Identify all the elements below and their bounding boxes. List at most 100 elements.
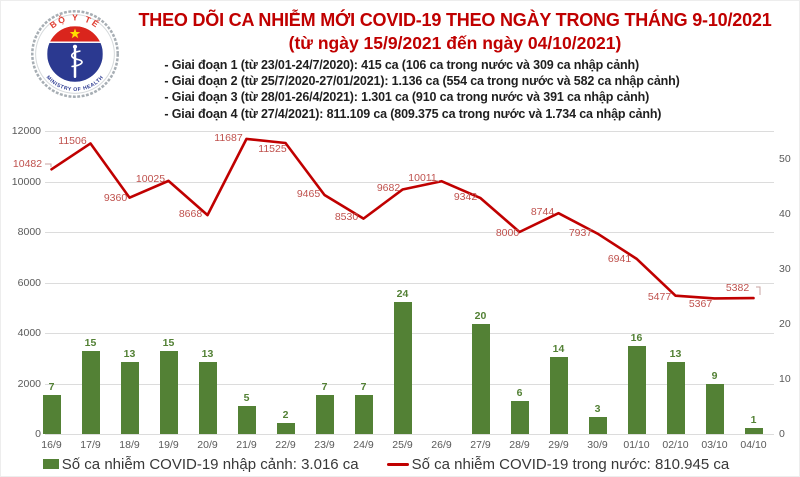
- bar: [42, 395, 61, 434]
- label-leader-line: [429, 179, 440, 182]
- y-axis-left-tick-label: 4000: [17, 327, 41, 339]
- y-axis-left-tick-label: 0: [35, 428, 41, 440]
- x-axis-tick-label: 01/10: [623, 439, 650, 451]
- line-point-label: 8744: [530, 206, 555, 219]
- ministry-of-health-logo: BỘ Y TẾ MINISTRY OF HEALTH: [31, 10, 119, 98]
- label-leader-line: [45, 163, 52, 167]
- bar-value-label: 13: [669, 348, 682, 361]
- bar-value-label: 16: [630, 331, 643, 344]
- line-path: [50, 137, 755, 300]
- bar-value-label: 2: [282, 408, 289, 421]
- grid-line: [45, 232, 774, 233]
- bar-value-label: 5: [243, 392, 250, 405]
- line-point-label: 10025: [135, 172, 166, 185]
- page-title: THEO DÕI CA NHIỄM MỚI COVID-19 THEO NGÀY…: [138, 10, 772, 30]
- line-point-label: 6941: [607, 252, 632, 265]
- bar-value-label: 15: [162, 337, 175, 350]
- bar: [81, 351, 100, 434]
- line-point-label: 5367: [688, 298, 713, 311]
- line-point-label: 10482: [12, 158, 43, 171]
- bar: [120, 362, 139, 434]
- x-axis-tick-label: 17/9: [80, 439, 101, 451]
- logo-disc-border: [45, 24, 105, 84]
- x-axis-tick-label: 22/9: [275, 439, 296, 451]
- legend-item-domestic: Số ca nhiễm COVID-19 trong nước: 810.945…: [386, 455, 730, 473]
- bar: [276, 422, 295, 434]
- line-point-label: 5477: [647, 290, 672, 303]
- phase-4-summary: - Giai đoạn 4 (từ 27/4/2021): 811.109 ca…: [164, 106, 662, 121]
- logo-star-icon: [69, 28, 81, 39]
- grid-line: [45, 282, 774, 284]
- bar: [549, 356, 568, 434]
- phase-summary: - Giai đoạn 1 (từ 23/01-24/7/2020): 415 …: [1, 57, 799, 122]
- bar: [627, 345, 646, 434]
- bar: [393, 301, 412, 434]
- x-axis-tick-label: 19/9: [158, 439, 179, 451]
- line-point-label: 9342: [453, 191, 478, 204]
- y-axis-left-tick-label: 6000: [17, 276, 41, 289]
- x-axis-tick-label: 26/9: [431, 439, 452, 451]
- y-axis-right-tick-label: 20: [779, 317, 791, 330]
- bar-value-label: 20: [474, 309, 487, 322]
- bar-value-label: 15: [84, 337, 97, 350]
- x-axis-tick-label: 18/9: [119, 439, 140, 451]
- x-axis-tick-label: 04/10: [740, 439, 767, 451]
- bar-value-label: 3: [594, 403, 601, 416]
- line-point-label: 11525: [258, 142, 287, 155]
- bar-value-label: 14: [552, 342, 565, 355]
- line-point-label: 5382: [725, 282, 750, 295]
- legend-label-domestic: Số ca nhiễm COVID-19 trong nước: 810.945…: [411, 455, 730, 473]
- bar-value-label: 1: [750, 414, 757, 427]
- bar: [744, 428, 763, 434]
- bar: [705, 384, 724, 434]
- bar-series-swatch-icon: [42, 459, 59, 469]
- grid-line: [45, 181, 774, 183]
- logo-asclepius-staff-icon: [70, 44, 83, 78]
- bar-value-label: 13: [201, 348, 214, 361]
- x-axis-tick-label: 29/9: [548, 439, 569, 451]
- phase-3-summary: - Giai đoạn 3 (từ 28/01-26/4/2021): 1.30…: [164, 90, 650, 105]
- x-axis-tick-label: 27/9: [470, 439, 491, 451]
- line-point-label: 9682: [376, 181, 401, 194]
- bar: [471, 323, 490, 434]
- page-subtitle: (từ ngày 15/9/2021 đến ngày 04/10/2021): [288, 33, 622, 53]
- y-axis-left-tick-label: 12000: [11, 125, 41, 137]
- line-point-label: 9360: [103, 191, 128, 204]
- x-axis-tick-label: 30/9: [587, 439, 608, 451]
- line-point-label: 8530: [334, 210, 359, 223]
- bar: [354, 395, 373, 434]
- x-axis-tick-label: 02/10: [662, 439, 689, 451]
- bar-value-label: 24: [396, 287, 409, 300]
- bar-value-label: 7: [360, 381, 367, 394]
- x-axis-tick-label: 24/9: [353, 439, 374, 451]
- bar: [510, 400, 529, 434]
- line-point-label: 9465: [296, 188, 321, 200]
- bar-value-label: 7: [48, 381, 55, 394]
- y-axis-right-tick-label: 0: [779, 428, 785, 440]
- bar-value-label: 7: [321, 381, 328, 394]
- legend-label-imported: Số ca nhiễm COVID-19 nhập cảnh: 3.016 ca: [61, 455, 359, 473]
- x-axis-tick-label: 16/9: [41, 439, 62, 451]
- y-axis-right-tick-label: 10: [779, 372, 791, 385]
- line-series-swatch-icon: [386, 462, 409, 466]
- x-axis-tick-label: 03/10: [701, 439, 728, 451]
- bar: [315, 395, 334, 434]
- bar-value-label: 6: [516, 386, 523, 399]
- bar-value-label: 9: [711, 370, 718, 383]
- line-point-label: 8668: [178, 208, 203, 221]
- bar-value-label: 13: [123, 348, 136, 361]
- y-axis-right-tick-label: 30: [779, 262, 791, 275]
- x-axis-tick-label: 21/9: [236, 439, 257, 451]
- grid-line: [45, 434, 774, 435]
- x-axis-tick-label: 25/9: [392, 439, 413, 451]
- phase-1-summary: - Giai đoạn 1 (từ 23/01-24/7/2020): 415 …: [164, 58, 639, 72]
- bar: [198, 362, 217, 434]
- y-axis-right-tick-label: 50: [779, 152, 791, 165]
- y-axis-left-tick-label: 8000: [17, 226, 41, 238]
- logo-laurel-ring: [31, 10, 119, 98]
- x-axis-tick-label: 28/9: [509, 439, 530, 451]
- line-point-label: 11506: [58, 135, 87, 148]
- grid-line: [45, 131, 774, 132]
